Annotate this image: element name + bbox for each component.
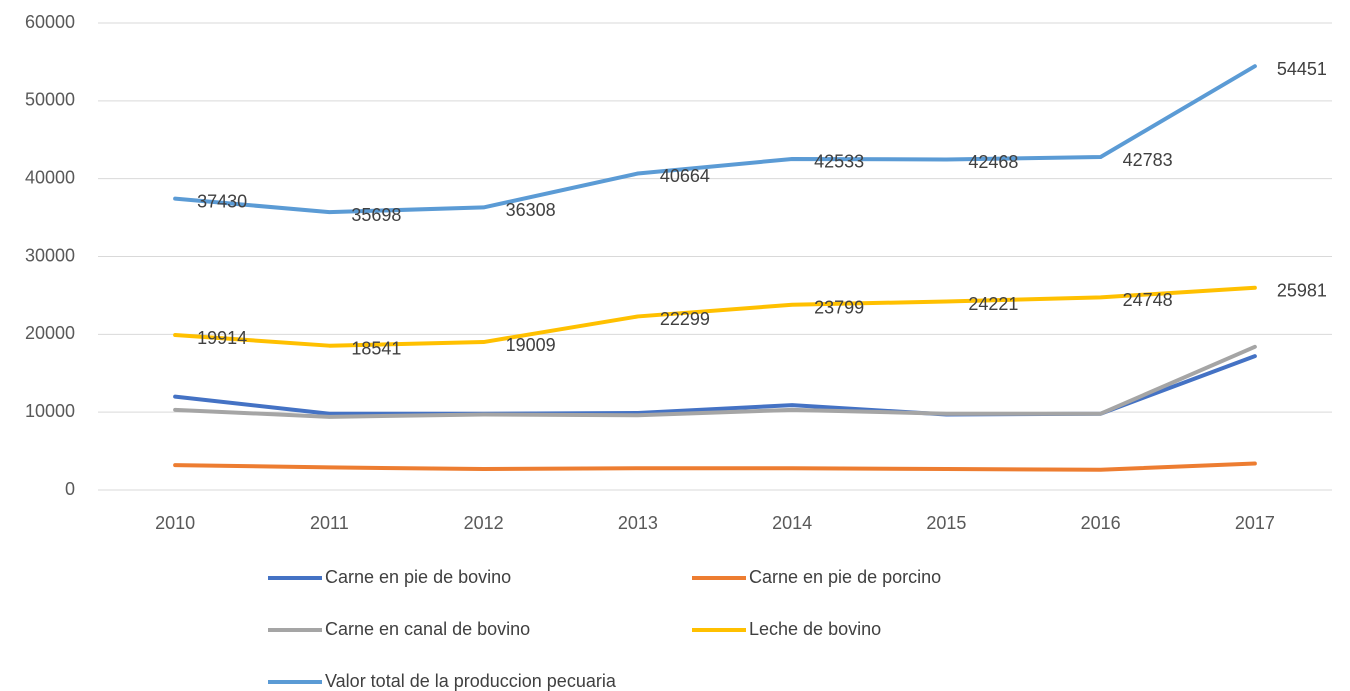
data-label: 36308 — [506, 200, 556, 220]
data-label: 25981 — [1277, 281, 1327, 301]
legend-label: Leche de bovino — [749, 619, 881, 639]
y-tick-label: 50000 — [25, 90, 75, 110]
legend-label: Carne en pie de porcino — [749, 567, 941, 587]
x-tick-label: 2010 — [155, 513, 195, 533]
y-tick-label: 20000 — [25, 323, 75, 343]
data-label: 35698 — [351, 205, 401, 225]
data-label: 19009 — [506, 335, 556, 355]
data-label: 37430 — [197, 191, 247, 211]
data-label: 54451 — [1277, 59, 1327, 79]
legend-label: Carne en pie de bovino — [325, 567, 511, 587]
y-tick-label: 30000 — [25, 245, 75, 265]
x-tick-label: 2012 — [464, 513, 504, 533]
series-line — [173, 461, 1257, 472]
legend-label: Carne en canal de bovino — [325, 619, 530, 639]
x-tick-label: 2016 — [1081, 513, 1121, 533]
data-label: 23799 — [814, 298, 864, 318]
data-label: 22299 — [660, 309, 710, 329]
y-tick-label: 10000 — [25, 401, 75, 421]
x-tick-label: 2015 — [926, 513, 966, 533]
data-label: 18541 — [351, 338, 401, 358]
x-tick-label: 2014 — [772, 513, 812, 533]
series-line — [173, 285, 1257, 348]
y-tick-label: 0 — [65, 479, 75, 499]
series-line — [173, 344, 1257, 419]
data-label: 24748 — [1123, 290, 1173, 310]
data-label: 42468 — [968, 152, 1018, 172]
data-label: 42533 — [814, 152, 864, 172]
y-tick-label: 40000 — [25, 167, 75, 187]
x-tick-label: 2011 — [310, 513, 349, 533]
data-label: 19914 — [197, 328, 247, 348]
legend-label: Valor total de la produccion pecuaria — [325, 671, 617, 691]
x-tick-label: 2017 — [1235, 513, 1275, 533]
data-label: 24221 — [968, 294, 1018, 314]
x-tick-label: 2013 — [618, 513, 658, 533]
series-line — [173, 64, 1257, 215]
series-line — [173, 354, 1257, 417]
data-label: 42783 — [1123, 150, 1173, 170]
y-tick-label: 60000 — [25, 12, 75, 32]
data-label: 40664 — [660, 166, 710, 186]
